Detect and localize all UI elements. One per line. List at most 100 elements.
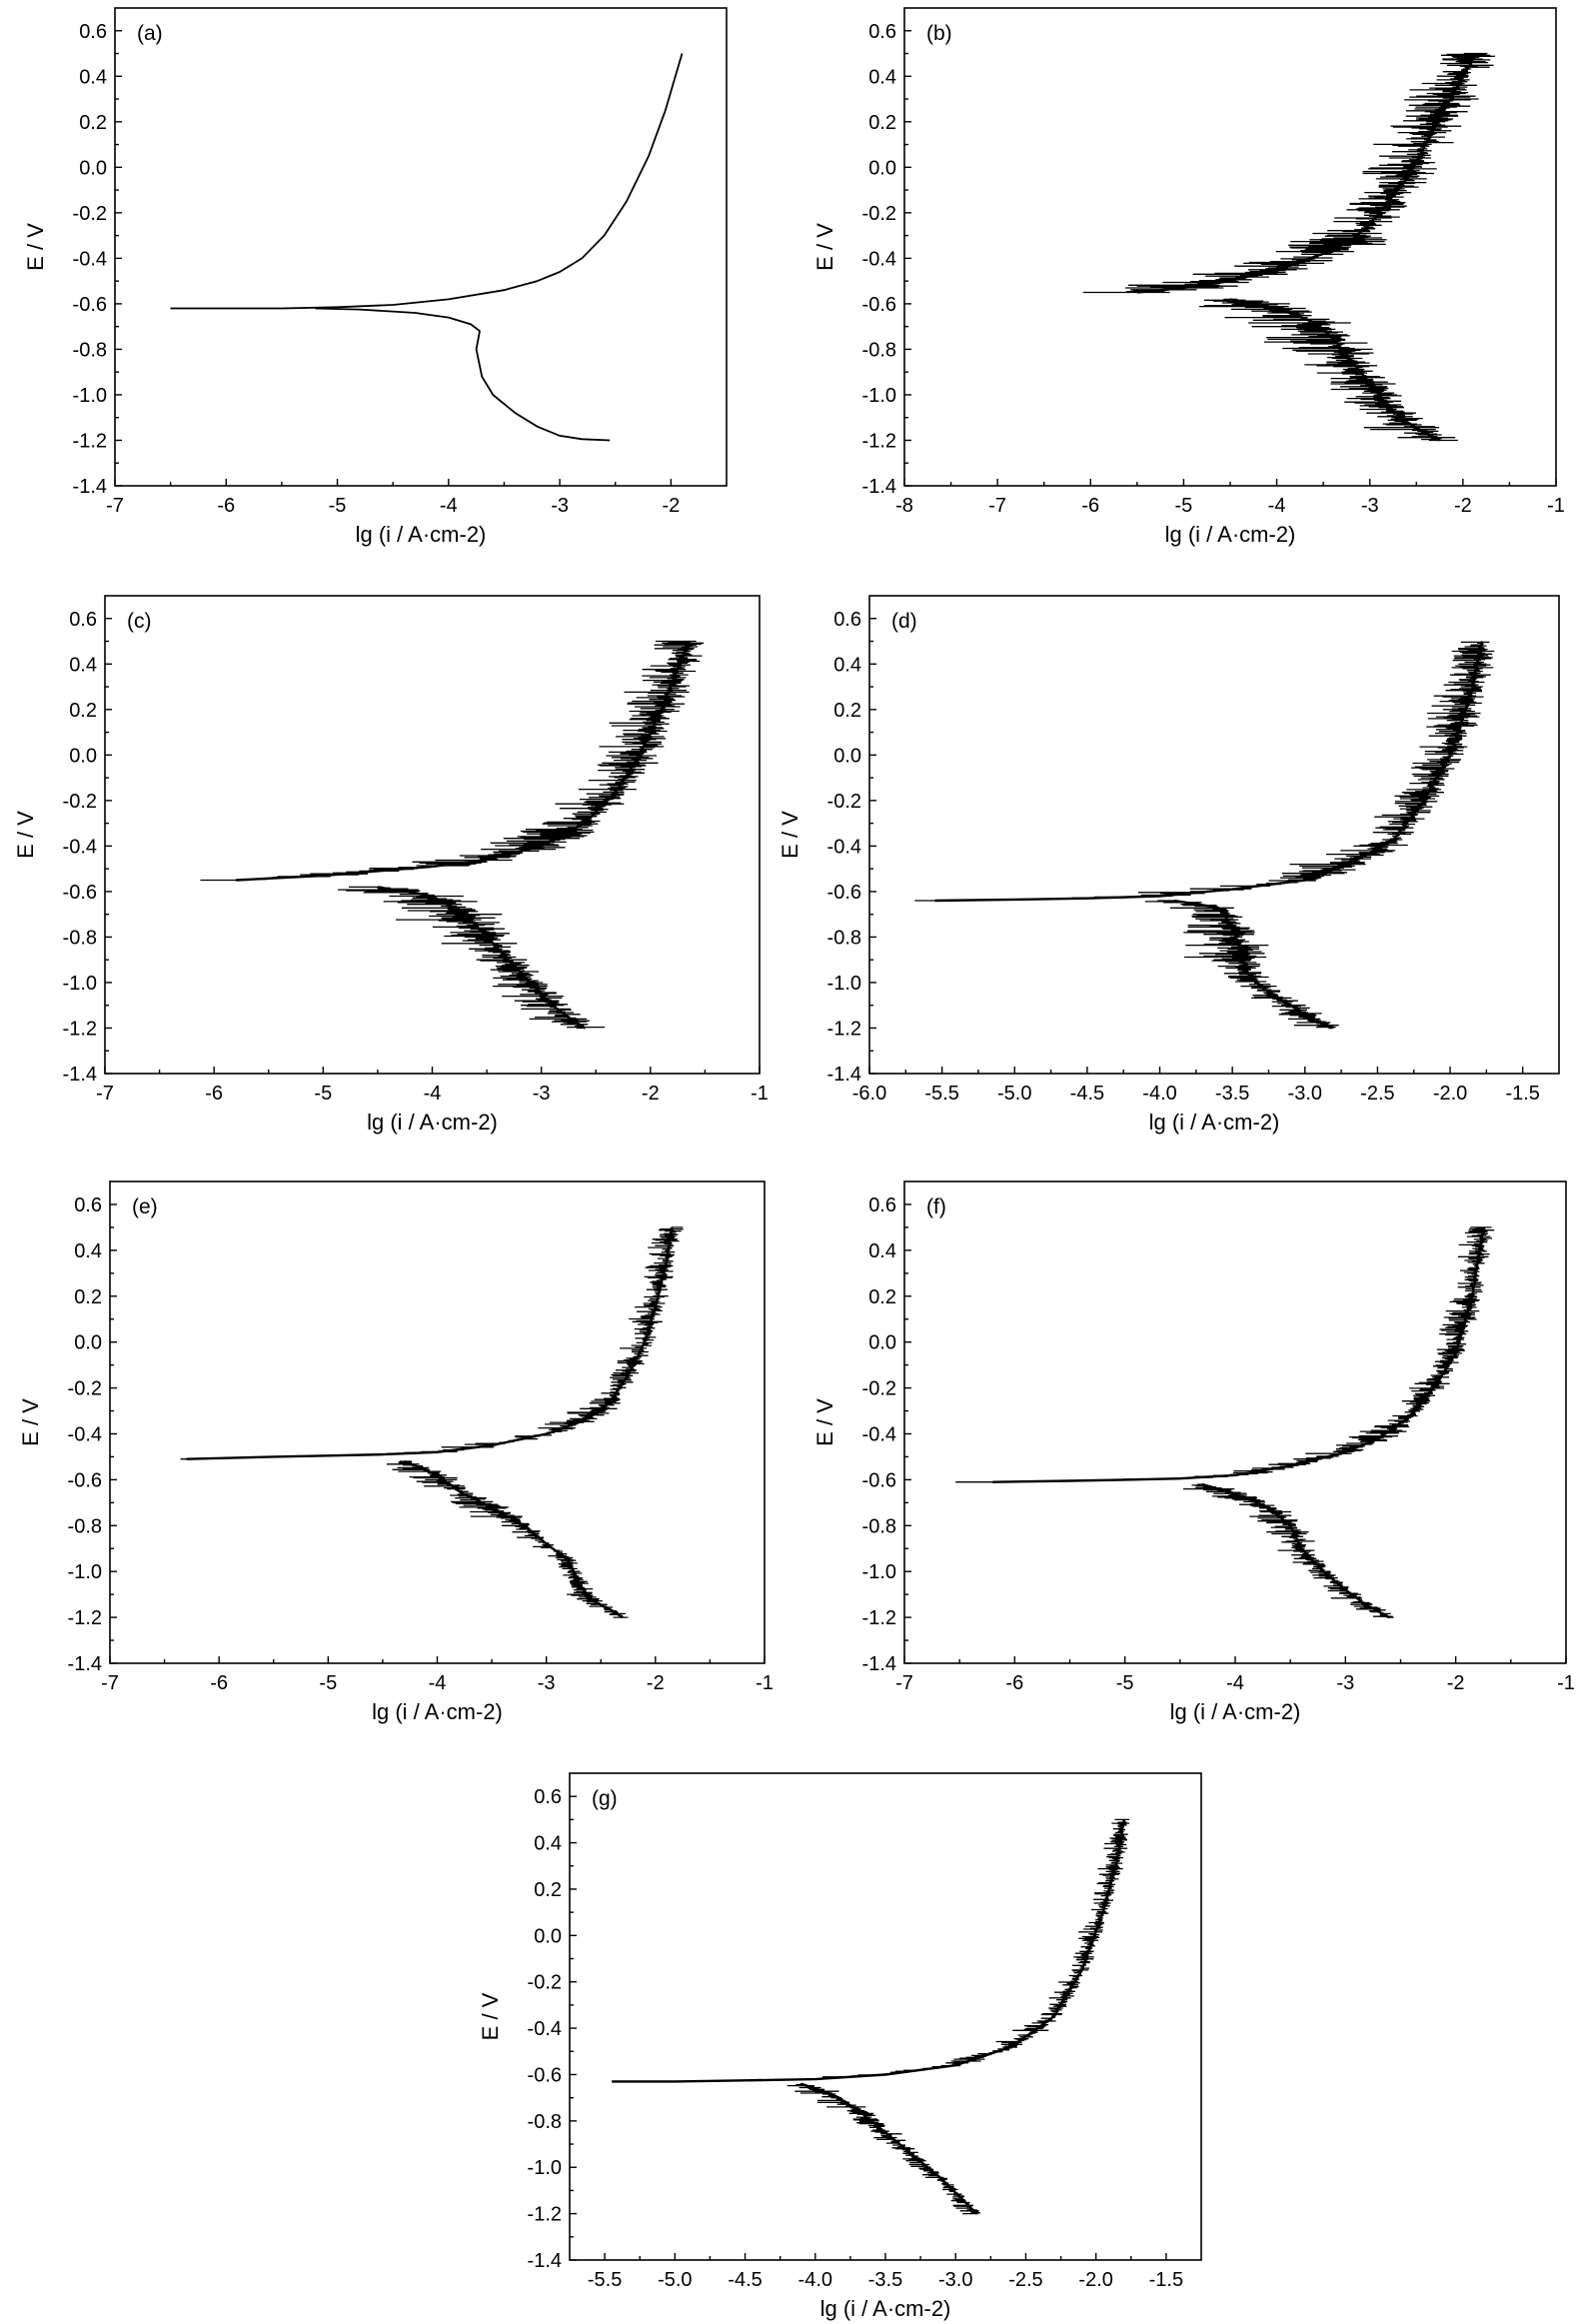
cathodic-noise-e [386, 1460, 629, 1618]
y-tick-label-a: 0.6 [79, 21, 107, 43]
y-tick-label-a: -1.2 [73, 430, 107, 452]
x-tick-label-b: -7 [988, 495, 1006, 517]
y-tick-label-d: 0.2 [833, 700, 861, 722]
x-axis-label-e: lg (i / A·cm-2) [372, 1699, 503, 1724]
y-axis-label-c: E / V [13, 811, 38, 859]
x-tick-label-d: -3.0 [1288, 1083, 1322, 1105]
y-tick-label-b: -0.2 [862, 203, 896, 225]
y-tick-label-b: 0.0 [868, 157, 896, 179]
anodic-branch-g [612, 1819, 1125, 2083]
x-tick-label-g: -1.5 [1149, 2269, 1183, 2291]
y-tick-label-e: -0.4 [68, 1423, 102, 1445]
x-tick-label-f: -1 [1557, 1672, 1575, 1694]
x-tick-label-f: -4 [1226, 1672, 1244, 1694]
x-axis-label-f: lg (i / A·cm-2) [1170, 1699, 1301, 1724]
y-tick-label-e: 0.4 [74, 1240, 102, 1262]
y-tick-label-e: -0.2 [68, 1378, 102, 1400]
y-tick-label-f: -0.2 [862, 1378, 896, 1400]
panel-label-g: (g) [592, 1787, 618, 1810]
y-tick-label-a: 0.0 [79, 157, 107, 179]
x-tick-label-d: -5.0 [997, 1083, 1031, 1105]
y-tick-label-c: -1.2 [63, 1018, 97, 1040]
y-tick-label-g: 0.0 [534, 1925, 562, 1947]
y-tick-label-e: -0.8 [68, 1515, 102, 1537]
y-tick-label-f: -0.6 [862, 1469, 896, 1491]
y-tick-label-e: -1.2 [68, 1607, 102, 1629]
y-tick-label-d: -1.0 [827, 973, 861, 995]
y-tick-label-f: 0.0 [868, 1332, 896, 1354]
cathodic-noise-d [1144, 900, 1339, 1030]
x-tick-label-g: -4.0 [798, 2269, 832, 2291]
x-tick-label-e: -5 [319, 1672, 337, 1694]
y-tick-label-f: 0.2 [868, 1286, 896, 1308]
x-tick-label-b: -6 [1081, 495, 1099, 517]
x-tick-label-a: -2 [662, 495, 680, 517]
x-tick-label-c: -7 [96, 1083, 114, 1105]
cathodic-noise-f [1183, 1483, 1394, 1618]
x-tick-label-c: -4 [424, 1083, 442, 1105]
y-tick-label-e: -1.4 [68, 1653, 102, 1675]
x-tick-label-a: -5 [329, 495, 347, 517]
y-tick-label-d: -1.2 [827, 1018, 861, 1040]
x-tick-label-b: -1 [1547, 495, 1565, 517]
x-tick-label-d: -4.5 [1070, 1083, 1104, 1105]
y-tick-label-c: -0.6 [63, 882, 97, 904]
y-tick-label-f: -1.0 [862, 1561, 896, 1583]
y-tick-label-a: -1.4 [73, 476, 107, 498]
x-tick-label-f: -6 [1005, 1672, 1023, 1694]
y-tick-label-c: -0.2 [63, 791, 97, 813]
panel-label-a: (a) [137, 22, 163, 45]
x-tick-label-e: -2 [647, 1672, 665, 1694]
x-tick-label-e: -6 [210, 1672, 228, 1694]
y-tick-label-e: 0.2 [74, 1286, 102, 1308]
cathodic-noise-b [1198, 298, 1458, 442]
y-tick-label-b: 0.6 [868, 21, 896, 43]
y-tick-label-g: -1.2 [528, 2204, 562, 2226]
x-tick-label-g: -2.5 [1008, 2269, 1042, 2291]
panel-label-e: (e) [132, 1195, 158, 1218]
anodic-branch-a [170, 53, 684, 310]
x-axis-label-d: lg (i / A·cm-2) [1149, 1110, 1280, 1135]
y-tick-label-c: -1.4 [63, 1064, 97, 1086]
y-tick-label-a: 0.2 [79, 112, 107, 134]
y-axis-label-f: E / V [812, 1398, 837, 1446]
y-axis-label-e: E / V [18, 1398, 43, 1446]
y-tick-label-c: 0.4 [69, 654, 97, 676]
x-tick-label-f: -2 [1447, 1672, 1465, 1694]
panel-label-b: (b) [926, 22, 952, 45]
y-tick-label-d: 0.0 [833, 745, 861, 767]
x-tick-label-g: -5.0 [658, 2269, 692, 2291]
x-tick-label-c: -6 [205, 1083, 223, 1105]
y-tick-label-g: -0.2 [528, 1972, 562, 1994]
y-tick-label-e: -1.0 [68, 1561, 102, 1583]
x-tick-label-d: -3.5 [1215, 1083, 1249, 1105]
x-tick-label-c: -2 [642, 1083, 660, 1105]
y-tick-label-a: -0.8 [73, 339, 107, 361]
x-tick-label-g: -3.0 [938, 2269, 972, 2291]
y-tick-label-b: -0.6 [862, 294, 896, 316]
x-tick-label-g: -5.5 [588, 2269, 622, 2291]
y-tick-label-f: -1.2 [862, 1607, 896, 1629]
anodic-noise-g [654, 1818, 1130, 2083]
plot-frame-d [868, 595, 1560, 1075]
x-tick-label-c: -1 [751, 1083, 769, 1105]
y-tick-label-a: -0.4 [73, 248, 107, 270]
cathodic-noise-c [338, 886, 606, 1030]
y-tick-label-f: -1.4 [862, 1653, 896, 1675]
y-axis-label-d: E / V [778, 811, 802, 859]
y-tick-label-b: -0.8 [862, 339, 896, 361]
y-tick-label-d: -0.8 [827, 927, 861, 949]
y-tick-label-c: 0.2 [69, 700, 97, 722]
x-tick-label-e: -7 [101, 1672, 119, 1694]
anodic-noise-b [1082, 52, 1495, 294]
x-tick-label-g: -3.5 [868, 2269, 902, 2291]
y-tick-label-b: 0.2 [868, 112, 896, 134]
y-tick-label-a: -0.2 [73, 203, 107, 225]
anodic-noise-f [955, 1226, 1495, 1483]
